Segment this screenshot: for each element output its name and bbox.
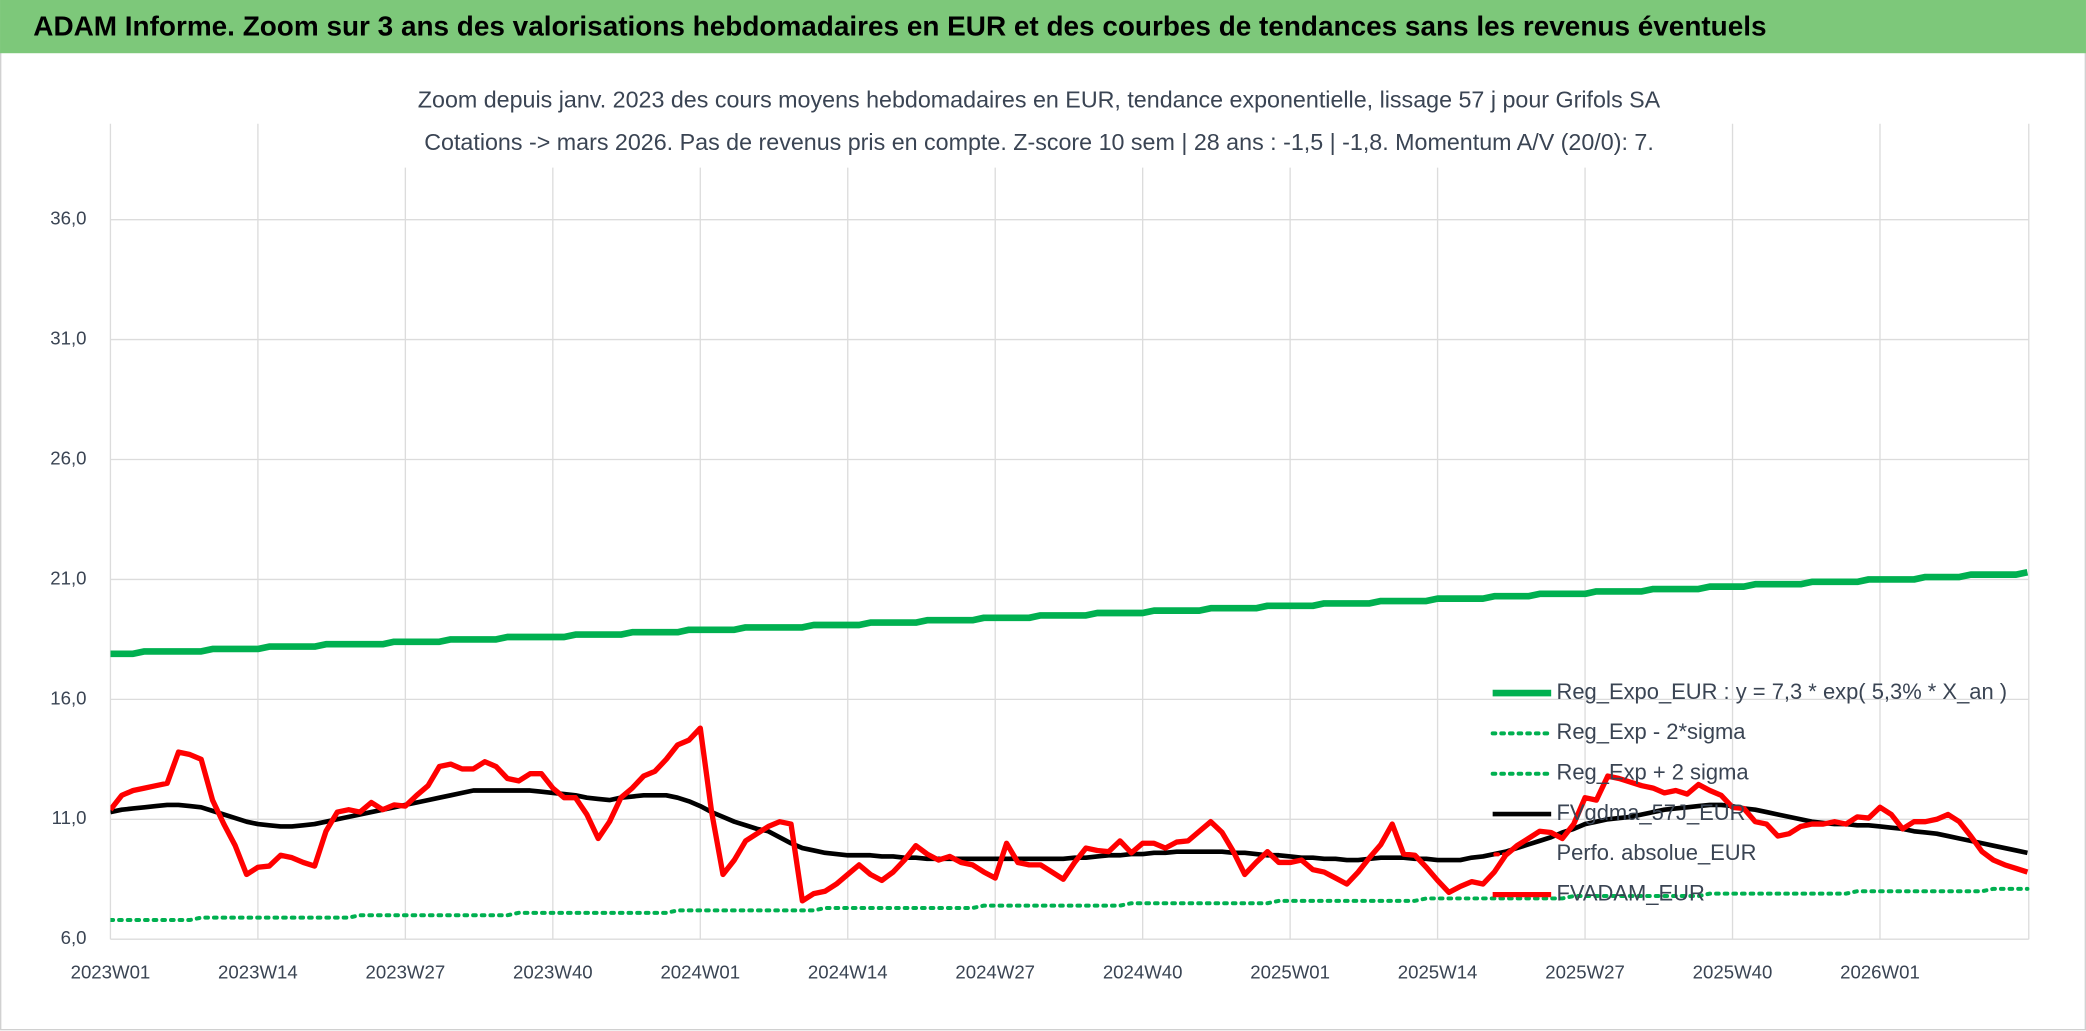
legend-label: FVADAM_EUR bbox=[1557, 880, 1705, 905]
legend-label: FVgdma_57J_EUR bbox=[1557, 800, 1746, 825]
x-tick-label: 2023W01 bbox=[71, 962, 151, 983]
series-line bbox=[110, 568, 2029, 658]
y-tick-label: 31,0 bbox=[50, 328, 86, 349]
y-tick-label: 36,0 bbox=[50, 208, 86, 229]
y-tick-label: 6,0 bbox=[61, 927, 87, 948]
x-tick-label: 2026W01 bbox=[1840, 962, 1920, 983]
x-tick-label: 2024W14 bbox=[808, 962, 888, 983]
chart-frame bbox=[0, 49, 2086, 1031]
x-tick-label: 2023W14 bbox=[218, 962, 298, 983]
series-line bbox=[110, 788, 2028, 863]
axes: 6,0 11,0 16,0 21,0 26,0 31,0 36,0 2023W01 2023W1… bbox=[50, 208, 1920, 983]
legend-label: Reg_Expo_EUR : y = 7,3 * exp( 5,3% * X_a… bbox=[1557, 679, 2008, 704]
series-line bbox=[110, 886, 2030, 923]
y-tick-label: 11,0 bbox=[52, 807, 87, 828]
x-tick-label: 2025W14 bbox=[1398, 962, 1478, 983]
x-tick-label: 2025W01 bbox=[1250, 962, 1330, 983]
chart-title: ADAM Informe. Zoom sur 3 ans des valoris… bbox=[33, 10, 1766, 41]
y-tick-label: 16,0 bbox=[50, 687, 86, 708]
legend-label: Reg_Exp - 2*sigma bbox=[1557, 719, 1747, 744]
header-bar bbox=[0, 0, 2086, 54]
x-tick-label: 2025W27 bbox=[1545, 962, 1625, 983]
series-group bbox=[110, 568, 2030, 923]
x-tick-label: 2025W40 bbox=[1693, 962, 1773, 983]
x-tick-label: 2024W01 bbox=[660, 962, 740, 983]
subtitle: Cotations -> mars 2026. Pas de revenus p… bbox=[424, 129, 1654, 155]
legend-label: Reg_Exp + 2 sigma bbox=[1557, 760, 1750, 785]
y-tick-label: 26,0 bbox=[50, 447, 86, 468]
legend-label: Perfo. absolue_EUR bbox=[1557, 840, 1757, 865]
x-tick-label: 2023W27 bbox=[366, 962, 446, 983]
subtitle-box bbox=[365, 77, 1718, 168]
subtitle: Zoom depuis janv. 2023 des cours moyens … bbox=[418, 86, 1661, 112]
x-tick-label: 2023W40 bbox=[513, 962, 593, 983]
series-line bbox=[110, 725, 2029, 904]
grid bbox=[109, 123, 2030, 940]
x-tick-label: 2024W27 bbox=[955, 962, 1035, 983]
legend: Reg_Expo_EUR : y = 7,3 * exp( 5,3% * X_a… bbox=[1490, 679, 2008, 905]
x-tick-label: 2024W40 bbox=[1103, 962, 1183, 983]
y-tick-label: 21,0 bbox=[50, 567, 86, 588]
